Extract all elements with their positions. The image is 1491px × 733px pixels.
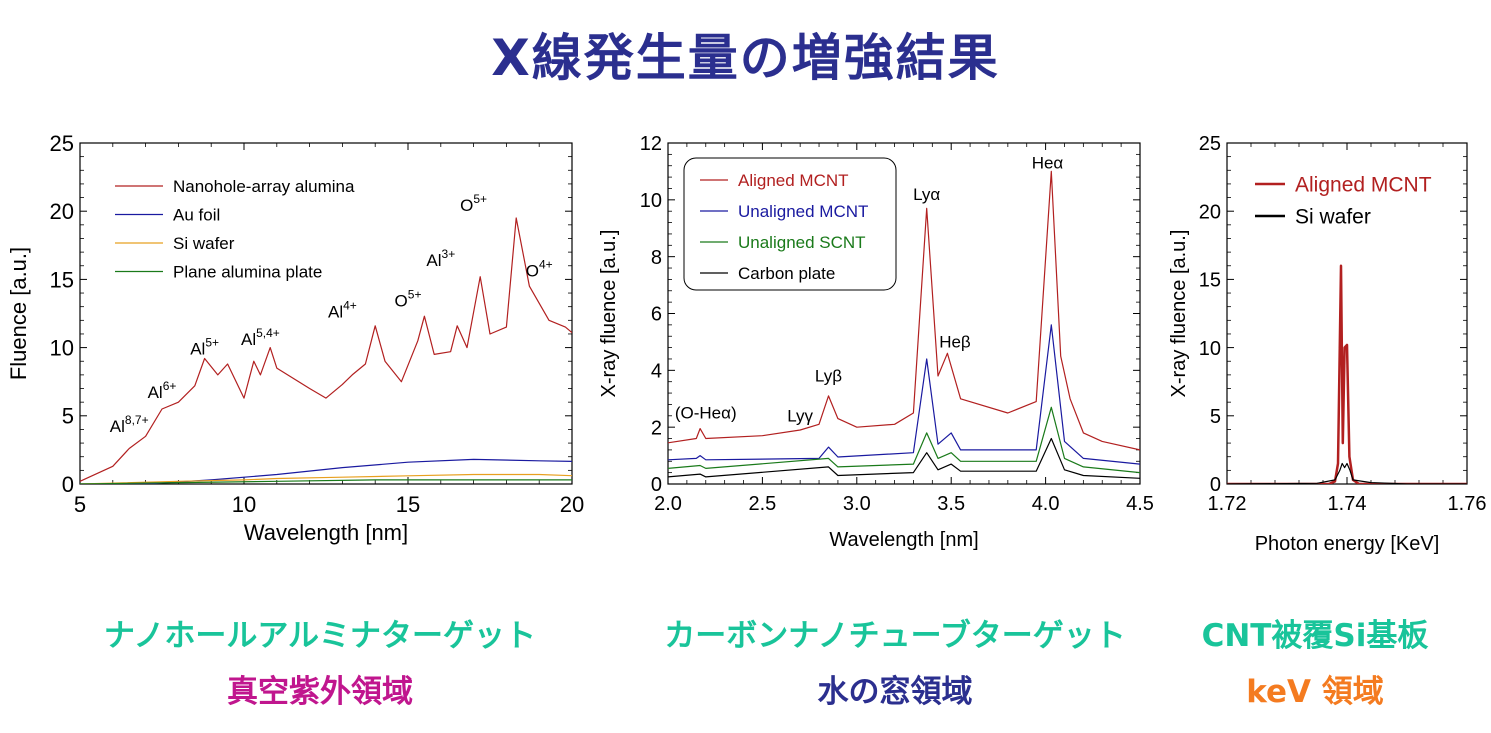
peak-label: O5+ bbox=[460, 192, 487, 215]
y-tick-label: 5 bbox=[62, 404, 74, 429]
y-tick-label: 15 bbox=[50, 267, 74, 292]
y-axis-label: X-ray fluence [a.u.] bbox=[598, 230, 620, 398]
legend-label: Nanohole-array alumina bbox=[173, 177, 355, 196]
peak-label: O5+ bbox=[395, 288, 422, 311]
peak-label: O4+ bbox=[526, 258, 553, 281]
peak-label: Al4+ bbox=[328, 299, 357, 322]
y-tick-label: 10 bbox=[640, 190, 662, 212]
y-tick-label: 20 bbox=[50, 199, 74, 224]
peak-label: Al3+ bbox=[426, 247, 455, 270]
y-tick-label: 10 bbox=[1199, 338, 1221, 360]
chart-3: 1.72 1.74 1.76 0 5 10 15 20 25 Photon energy [KeV… bbox=[1168, 133, 1486, 555]
caption-right-line2: keV 領域 bbox=[1246, 674, 1384, 710]
peak-label: Heβ bbox=[939, 333, 971, 352]
series-line-carbon-plate bbox=[668, 437, 1140, 479]
peak-label: Heα bbox=[1032, 154, 1064, 173]
y-axis-label: X-ray fluence [a.u.] bbox=[1168, 230, 1190, 398]
y-tick-label: 8 bbox=[651, 247, 662, 269]
y-tick-label: 0 bbox=[62, 472, 74, 497]
legend-box bbox=[683, 157, 897, 291]
peak-label: Lyγ bbox=[787, 406, 813, 425]
y-tick-label: 5 bbox=[1210, 406, 1221, 428]
x-tick-label: 15 bbox=[396, 492, 420, 517]
series-line-si-wafer bbox=[80, 473, 572, 484]
y-axis-label: Fluence [a.u.] bbox=[6, 247, 31, 380]
x-tick-label: 3.5 bbox=[937, 493, 965, 515]
y-tick-label: 0 bbox=[651, 474, 662, 496]
legend-label: Au foil bbox=[173, 206, 220, 225]
y-tick-label: 4 bbox=[651, 361, 662, 383]
peak-label: Al8,7+ bbox=[110, 413, 149, 436]
caption-mid-line2: 水の窓領域 bbox=[817, 674, 973, 710]
x-tick-label: 1.74 bbox=[1328, 493, 1367, 515]
y-tick-label: 0 bbox=[1210, 474, 1221, 496]
y-tick-label: 25 bbox=[50, 131, 74, 156]
peak-label: Al5+ bbox=[190, 335, 219, 358]
legend-label: Si wafer bbox=[173, 234, 235, 253]
peak-label: Al5,4+ bbox=[241, 326, 280, 349]
series-line-aligned-mcnt bbox=[668, 170, 1140, 451]
x-tick-label: 1.76 bbox=[1448, 493, 1487, 515]
caption-left-line1: ナノホールアルミナターゲット bbox=[103, 618, 537, 654]
x-tick-label: 20 bbox=[560, 492, 584, 517]
legend-label: Si wafer bbox=[1295, 206, 1371, 229]
legend-label: Unaligned MCNT bbox=[738, 202, 868, 221]
caption-left-line2: 真空紫外領域 bbox=[227, 674, 413, 710]
x-axis-label: Photon energy [KeV] bbox=[1255, 533, 1440, 555]
caption-mid-line1: カーボンナノチューブターゲット bbox=[664, 618, 1126, 654]
x-tick-label: 10 bbox=[232, 492, 256, 517]
plot-frame bbox=[79, 142, 573, 485]
series-line-si-wafer bbox=[1227, 462, 1467, 484]
series-line-nanohole-array-alumina bbox=[80, 217, 572, 482]
x-tick-label: 2.0 bbox=[654, 493, 682, 515]
legend-label: Unaligned SCNT bbox=[738, 233, 866, 252]
peak-label: (O-Heα) bbox=[675, 404, 737, 423]
y-tick-label: 25 bbox=[1199, 133, 1221, 155]
y-tick-label: 12 bbox=[640, 133, 662, 155]
series-line-aligned-mcnt bbox=[1227, 264, 1467, 484]
peak-label: Al6+ bbox=[148, 379, 177, 402]
y-tick-label: 15 bbox=[1199, 270, 1221, 292]
peak-label: Lyβ bbox=[815, 367, 842, 386]
x-axis-label: Wavelength [nm] bbox=[829, 529, 978, 551]
page-title: X線発生量の増強結果 bbox=[491, 29, 1000, 87]
y-tick-label: 2 bbox=[651, 417, 662, 439]
x-tick-label: 1.72 bbox=[1208, 493, 1247, 515]
x-axis-label: Wavelength [nm] bbox=[244, 520, 408, 545]
x-tick-label: 5 bbox=[74, 492, 86, 517]
caption-right-line1: CNT被覆Si基板 bbox=[1201, 618, 1429, 654]
series-line-plane-alumina-plate bbox=[80, 479, 572, 484]
x-tick-label: 2.5 bbox=[748, 493, 776, 515]
y-tick-label: 6 bbox=[651, 304, 662, 326]
legend-label: Plane alumina plate bbox=[173, 263, 322, 282]
y-tick-label: 10 bbox=[50, 336, 74, 361]
x-tick-label: 4.5 bbox=[1126, 493, 1154, 515]
series-line-unaligned-scnt bbox=[668, 406, 1140, 474]
legend-label: Aligned MCNT bbox=[1295, 174, 1432, 197]
chart-2: 2.0 2.5 3.0 3.5 4.0 4.5 0 2 4 6 8 10 12 Wavelength [n… bbox=[598, 133, 1154, 551]
legend-label: Carbon plate bbox=[738, 264, 835, 283]
x-tick-label: 4.0 bbox=[1032, 493, 1060, 515]
series-line-unaligned-mcnt bbox=[668, 324, 1140, 465]
peak-label: Lyα bbox=[913, 185, 940, 204]
x-tick-label: 3.0 bbox=[843, 493, 871, 515]
legend-label: Aligned MCNT bbox=[738, 171, 849, 190]
y-tick-label: 20 bbox=[1199, 201, 1221, 223]
